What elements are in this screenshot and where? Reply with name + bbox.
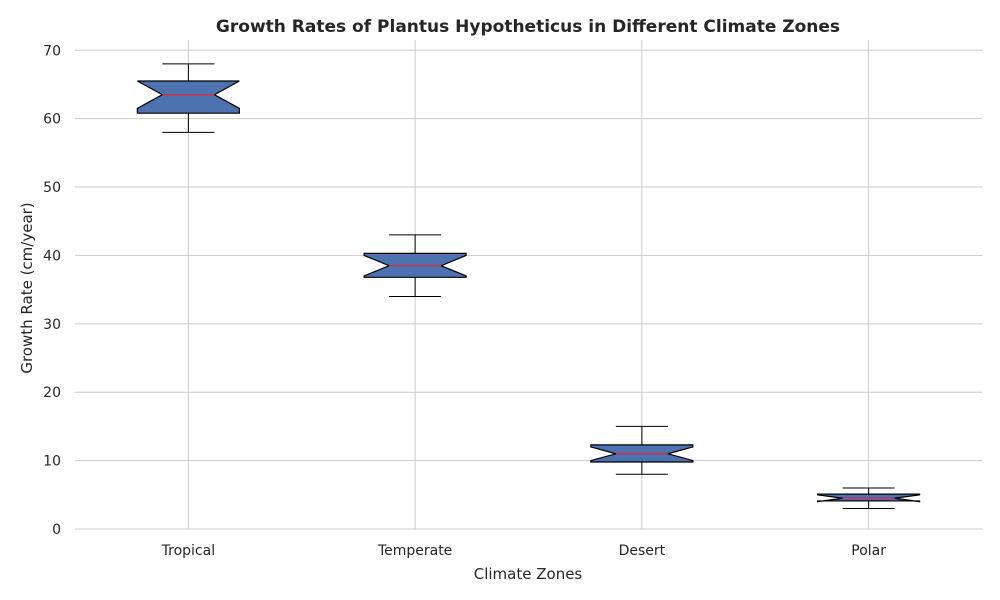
- box-temperate: [363, 234, 467, 297]
- y-tick-label: 10: [43, 454, 61, 470]
- y-axis-label: Growth Rate (cm/year): [18, 202, 36, 373]
- x-tick-label: Tropical: [161, 543, 215, 559]
- grid-lines: [75, 40, 982, 530]
- x-axis-label: Climate Zones: [474, 565, 583, 583]
- x-tick-label: Temperate: [377, 543, 452, 559]
- box-polar: [817, 487, 921, 509]
- y-axis-ticks: 0 10 20 30 40 50 60 70: [43, 43, 61, 538]
- box-desert: [590, 425, 694, 475]
- y-tick-label: 0: [52, 522, 61, 538]
- y-tick-label: 40: [43, 248, 61, 264]
- x-tick-label: Desert: [619, 543, 666, 559]
- y-tick-label: 50: [43, 180, 61, 196]
- y-tick-label: 70: [43, 43, 61, 59]
- x-tick-label: Polar: [851, 543, 886, 559]
- y-tick-label: 30: [43, 317, 61, 333]
- box-series: [136, 63, 921, 509]
- y-tick-label: 20: [43, 385, 61, 401]
- box-body: [136, 80, 240, 114]
- x-axis-ticks: Tropical Temperate Desert Polar: [161, 543, 887, 559]
- chart-title: Growth Rates of Plantus Hypotheticus in …: [216, 17, 840, 37]
- box-tropical: [136, 63, 240, 133]
- y-tick-label: 60: [43, 112, 61, 128]
